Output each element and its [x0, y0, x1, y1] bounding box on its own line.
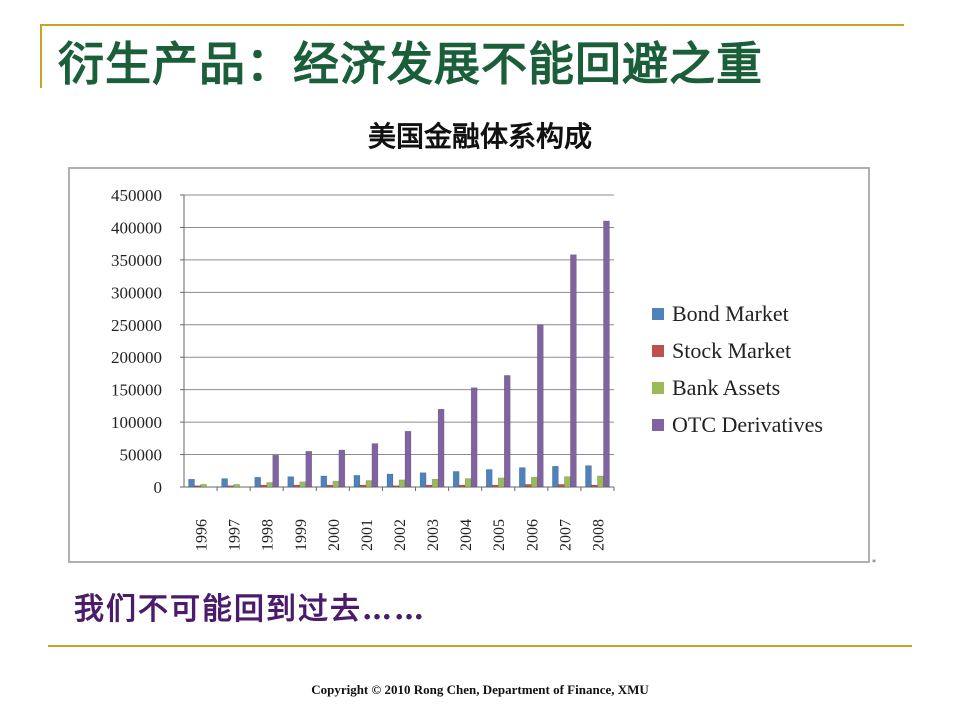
y-tick-label: 50000 — [120, 446, 163, 465]
legend-label: Stock Market — [672, 337, 792, 363]
bar-bank-assets — [266, 482, 273, 488]
bar-stock-market — [326, 484, 334, 488]
legend-label: Bank Assets — [672, 374, 781, 400]
bar-stock-market — [227, 485, 234, 488]
bar-bank-assets — [431, 478, 439, 488]
bar-stock-market — [359, 484, 367, 488]
legend-item: Stock Market — [652, 332, 823, 369]
bar-bond-market — [485, 469, 493, 488]
bar-bond-market — [353, 475, 361, 488]
bar-stock-market — [458, 484, 466, 488]
legend-swatch — [652, 344, 664, 357]
bar-stock-market — [558, 484, 565, 488]
bar-stock-market — [260, 484, 267, 488]
x-tick-label: 1997 — [227, 519, 244, 551]
bar-otc-derivatives — [437, 408, 445, 488]
chart-container: 0 50000 100000 150000 200000 250000 300000 3500… — [68, 167, 870, 563]
legend-swatch — [652, 381, 664, 394]
footnote-mark: * — [872, 558, 876, 567]
bar-chart: 0 50000 100000 150000 200000 250000 300000 3500… — [111, 186, 615, 551]
x-tick-label: 1999 — [293, 519, 310, 551]
bar-bond-market — [386, 473, 394, 488]
bar-stock-market — [194, 485, 201, 488]
bar-bank-assets — [398, 479, 406, 488]
slide-subtext: 我们不可能回到过去…… — [74, 592, 426, 627]
bar-otc-derivatives — [503, 375, 511, 488]
bar-bank-assets — [597, 475, 604, 488]
bar-otc-derivatives — [305, 451, 313, 488]
bar-bank-assets — [299, 481, 307, 488]
legend-item: Bond Market — [652, 295, 823, 332]
top-rule — [40, 24, 904, 26]
bar-bank-assets — [200, 484, 207, 488]
legend-swatch — [652, 307, 664, 320]
x-tick-label: 2001 — [359, 519, 376, 551]
x-tick-label: 2003 — [425, 519, 442, 551]
slide-title: 衍生产品：经济发展不能回避之重 — [58, 37, 763, 91]
legend-item: OTC Derivatives — [652, 406, 823, 443]
x-tick-label: 2002 — [392, 519, 409, 551]
y-tick-label: 250000 — [111, 316, 162, 335]
bar-bank-assets — [332, 480, 340, 488]
bar-bank-assets — [531, 477, 538, 488]
bar-stock-market — [293, 484, 301, 488]
bar-otc-derivatives — [338, 449, 346, 488]
legend-label: Bond Market — [672, 300, 789, 326]
bar-bond-market — [585, 465, 592, 488]
chart-legend: Bond Market Stock Market Bank Assets OTC De… — [652, 295, 823, 443]
x-tick-label: 2000 — [326, 519, 343, 551]
x-tick-label: 2006 — [524, 519, 541, 551]
y-tick-label: 300000 — [111, 283, 162, 302]
bar-otc-derivatives — [570, 254, 577, 488]
bar-bond-market — [552, 465, 559, 488]
bar-bank-assets — [365, 480, 373, 488]
y-tick-label: 400000 — [111, 218, 162, 237]
bar-bond-market — [188, 478, 195, 488]
x-tick-label: 1998 — [260, 519, 277, 551]
bar-otc-derivatives — [272, 454, 279, 488]
x-tick-label: 2005 — [491, 519, 508, 551]
bar-otc-derivatives — [470, 387, 478, 488]
legend-item: Bank Assets — [652, 369, 823, 406]
x-tick-label: 2008 — [590, 519, 607, 551]
bar-otc-derivatives — [603, 220, 610, 488]
bar-bank-assets — [497, 477, 505, 488]
x-tick-label: 2004 — [458, 519, 475, 551]
bar-bank-assets — [464, 478, 472, 488]
bar-bond-market — [254, 477, 261, 488]
y-tick-label: 200000 — [111, 348, 162, 367]
legend-swatch — [652, 418, 664, 431]
bar-bond-market — [452, 471, 460, 488]
bottom-rule — [48, 645, 912, 647]
bar-bond-market — [287, 476, 295, 488]
bar-otc-derivatives — [537, 324, 544, 488]
chart-title: 美国金融体系构成 — [367, 120, 592, 153]
y-tick-label: 350000 — [111, 251, 162, 270]
y-tick-label: 150000 — [111, 381, 162, 400]
x-tick-label: 2007 — [557, 519, 574, 551]
bar-stock-market — [392, 485, 400, 488]
legend-label: OTC Derivatives — [672, 411, 823, 437]
bar-bond-market — [320, 475, 328, 488]
bar-stock-market — [491, 484, 499, 488]
bar-stock-market — [525, 484, 532, 488]
left-rule — [40, 24, 42, 88]
y-tick-label: 100000 — [111, 413, 162, 432]
y-tick-label: 450000 — [111, 186, 162, 205]
bar-bank-assets — [564, 476, 571, 488]
bar-bond-market — [419, 472, 427, 488]
bar-otc-derivatives — [371, 443, 379, 488]
y-tick-label: 0 — [154, 478, 163, 497]
bar-bank-assets — [233, 484, 240, 488]
copyright-text: Copyright © 2010 Rong Chen, Department o… — [311, 682, 649, 697]
bar-stock-market — [425, 484, 433, 488]
x-tick-label: 1996 — [194, 519, 211, 551]
bar-otc-derivatives — [404, 430, 412, 488]
bar-bond-market — [519, 467, 526, 488]
bar-bond-market — [221, 478, 228, 488]
bar-stock-market — [591, 484, 598, 488]
